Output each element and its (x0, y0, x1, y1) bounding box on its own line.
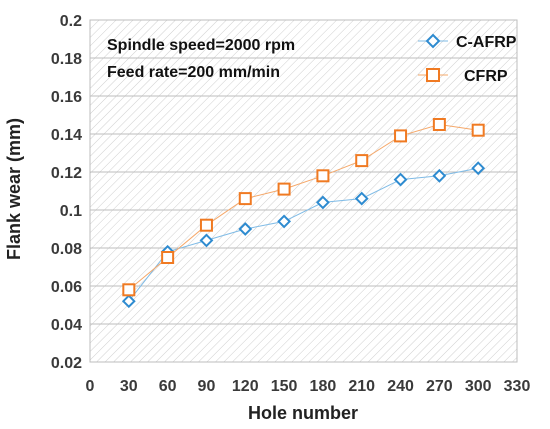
y-tick-label: 0.1 (60, 203, 82, 220)
y-tick-label: 0.06 (51, 279, 82, 296)
series-line-cfrp (128, 123, 479, 291)
annotation-spindle-speed: Spindle speed=2000 rpm (107, 37, 295, 54)
data-point-c-afrp (393, 172, 408, 187)
x-tick-label: 60 (159, 378, 177, 395)
x-tick-label: 0 (86, 378, 95, 395)
data-point-c-afrp (199, 233, 214, 248)
y-tick-label: 0.04 (51, 317, 82, 334)
data-point-cfrp (238, 192, 252, 206)
series-line-c-afrp (128, 167, 479, 302)
y-tick-label: 0.14 (51, 127, 82, 144)
legend-item-c-afrp: C-AFRP (418, 33, 517, 51)
gridlines (90, 19, 517, 363)
data-point-cfrp (199, 218, 213, 232)
data-point-cfrp (277, 182, 291, 196)
data-point-cfrp (471, 123, 485, 137)
y-axis-label: Flank wear (mm) (4, 118, 24, 260)
data-point-c-afrp (354, 191, 369, 206)
legend-marker-c-afrp (425, 33, 441, 49)
data-point-cfrp (122, 283, 136, 297)
data-point-c-afrp (121, 294, 136, 309)
legend-label-c-afrp: C-AFRP (456, 34, 517, 51)
data-point-c-afrp (432, 168, 447, 183)
y-tick-label: 0.18 (51, 51, 82, 68)
data-point-c-afrp (471, 161, 486, 176)
x-tick-label: 300 (465, 378, 492, 395)
legend-label-cfrp: CFRP (464, 68, 508, 85)
x-tick-label: 210 (348, 378, 375, 395)
y-axis-ticks: 0.02 0.04 0.06 0.08 0.1 0.12 0.14 0.16 0.18 0.2 (51, 13, 82, 372)
data-point-c-afrp (277, 214, 292, 229)
legend: C-AFRP CFRP (418, 33, 517, 85)
plot-area (89, 19, 518, 363)
y-tick-label: 0.02 (51, 355, 82, 372)
data-point-cfrp (355, 154, 369, 168)
data-point-cfrp (316, 169, 330, 183)
annotation-feed-rate: Feed rate=200 mm/min (107, 64, 280, 81)
series-group (121, 118, 486, 309)
x-axis-label: Hole number (248, 403, 358, 423)
x-tick-label: 240 (387, 378, 414, 395)
data-point-cfrp (394, 129, 408, 143)
x-tick-label: 30 (120, 378, 138, 395)
x-tick-label: 150 (271, 378, 298, 395)
data-point-c-afrp (315, 195, 330, 210)
y-tick-label: 0.16 (51, 89, 82, 106)
y-tick-label: 0.08 (51, 241, 82, 258)
x-tick-label: 180 (310, 378, 337, 395)
x-tick-label: 270 (426, 378, 453, 395)
legend-marker-cfrp (426, 68, 440, 82)
y-tick-label: 0.12 (51, 165, 82, 182)
y-tick-label: 0.2 (60, 13, 82, 30)
data-point-c-afrp (238, 222, 253, 236)
legend-item-cfrp: CFRP (418, 68, 508, 85)
data-point-cfrp (432, 118, 446, 131)
x-axis-ticks: 0 30 60 90 120 150 180 210 240 270 300 330 (86, 378, 531, 395)
x-tick-label: 120 (232, 378, 259, 395)
data-point-cfrp (161, 251, 175, 264)
x-tick-label: 330 (504, 378, 531, 395)
x-tick-label: 90 (198, 378, 216, 395)
